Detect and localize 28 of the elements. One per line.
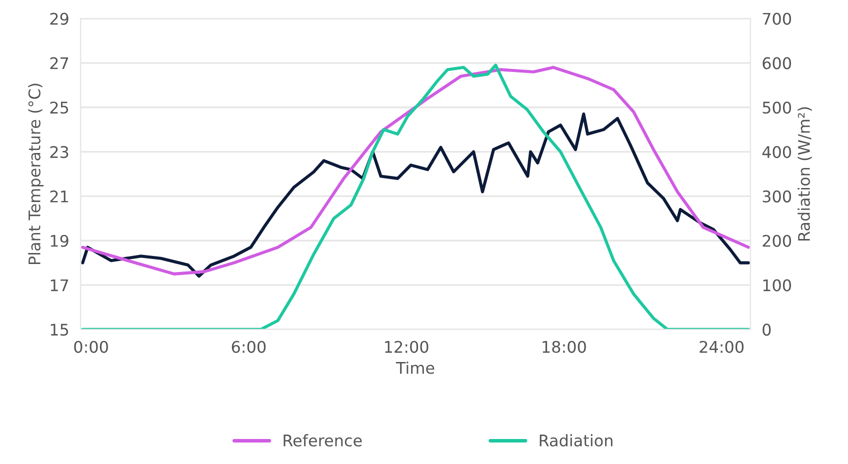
y-tick-label: 25 bbox=[50, 102, 68, 114]
y2-tick-label: 600 bbox=[762, 57, 792, 70]
x-tick-label: 6:00 bbox=[232, 340, 266, 353]
y2-tick-label: 100 bbox=[763, 279, 792, 292]
y-tick-label: 19 bbox=[50, 234, 68, 247]
line-series bbox=[81, 66, 750, 276]
x-tick-label: 18:00 bbox=[542, 340, 586, 353]
line-series bbox=[81, 112, 750, 278]
y2-tick-label: 500 bbox=[762, 102, 792, 114]
x-tick-label: 0:00 bbox=[74, 340, 108, 353]
y-axis-title: Plant Temperature (°C) bbox=[28, 84, 44, 264]
y2-tick-label: 700 bbox=[762, 12, 792, 25]
x-tick-label: 12:00 bbox=[385, 340, 428, 353]
y-tick-label: 29 bbox=[50, 12, 68, 25]
y-tick-label: 17 bbox=[50, 279, 68, 292]
y-tick-label: 21 bbox=[50, 190, 68, 202]
x-axis-title: Time bbox=[396, 362, 434, 374]
y2-axis-title: Radiation (W/m²) bbox=[798, 107, 812, 241]
x-tick-label: 24:00 bbox=[700, 340, 744, 353]
y-tick-label: 27 bbox=[50, 57, 68, 70]
legend-label: Radiation bbox=[540, 434, 612, 447]
y-tick-label: 23 bbox=[50, 146, 68, 158]
y2-tick-label: 400 bbox=[762, 146, 792, 158]
y2-tick-label: 300 bbox=[762, 190, 792, 202]
y2-tick-label: 0 bbox=[762, 324, 771, 336]
legend-label: Reference bbox=[284, 434, 362, 447]
y-tick-label: 15 bbox=[50, 324, 68, 336]
y2-tick-label: 200 bbox=[762, 234, 792, 247]
